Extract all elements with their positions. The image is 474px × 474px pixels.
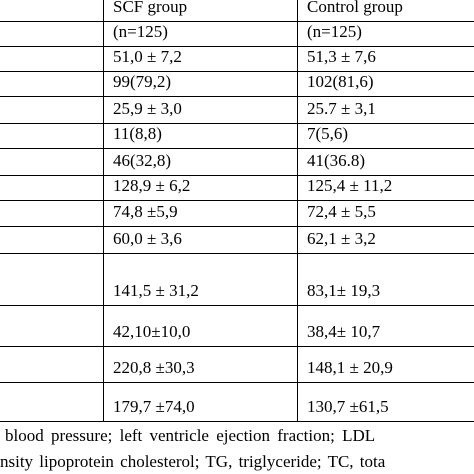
table-row: 42,10±10,0 38,4± 10,7: [0, 306, 474, 347]
cell: 141,5 ± 31,2: [104, 254, 298, 305]
cell: [0, 227, 104, 253]
cell: (n=125): [104, 22, 298, 46]
table-row: 11(8,8) 7(5,6): [0, 124, 474, 149]
cell-text: 130,7 ±61,5: [307, 397, 389, 416]
cell: 102(81,6): [298, 72, 474, 96]
cell: (n=125): [298, 22, 474, 46]
cell: 38,4± 10,7: [298, 306, 474, 346]
table-row: 25,9 ± 3,0 25.7 ± 3,1: [0, 97, 474, 124]
cell-text: 25,9 ± 3,0: [113, 99, 182, 118]
table-row: 220,8 ±30,3 148,1 ± 20,9: [0, 347, 474, 383]
table-row: (n=125) (n=125): [0, 22, 474, 47]
cell: 51,3 ± 7,6: [298, 47, 474, 71]
footnote: blood pressure; left ventricle ejection …: [5, 426, 376, 445]
cell: 72,4 ± 5,5: [298, 201, 474, 226]
cell: [0, 124, 104, 148]
cell-text: 72,4 ± 5,5: [307, 202, 376, 221]
cell-text: 102(81,6): [307, 72, 374, 91]
cell: 130,7 ±61,5: [298, 383, 474, 421]
cell: 60,0 ± 3,6: [104, 227, 298, 253]
cell-text: 38,4± 10,7: [307, 322, 381, 341]
cell: [0, 149, 104, 175]
cell: Control group: [298, 0, 474, 21]
cell-text: 179,7 ±74,0: [113, 397, 195, 416]
cell-text: 46(32,8): [113, 151, 172, 170]
header-row: SCF group Control group: [0, 0, 474, 22]
cell-text: 11(8,8): [113, 124, 162, 143]
cell-text: 141,5 ± 31,2: [113, 281, 199, 300]
cell: 41(36.8): [298, 149, 474, 175]
cell: [0, 0, 104, 21]
cell: 179,7 ±74,0: [104, 383, 298, 421]
cell: [0, 97, 104, 123]
table-row: 60,0 ± 3,6 62,1 ± 3,2: [0, 227, 474, 254]
cell: 25,9 ± 3,0: [104, 97, 298, 123]
cell-text: 148,1 ± 20,9: [307, 358, 393, 377]
cell: [0, 306, 104, 346]
cell-text: 60,0 ± 3,6: [113, 229, 182, 248]
cell: [0, 176, 104, 200]
cell: [0, 72, 104, 96]
cell-text: 83,1± 19,3: [307, 281, 381, 300]
table-row: 99(79,2) 102(81,6): [0, 72, 474, 97]
cell: 148,1 ± 20,9: [298, 347, 474, 382]
footnote: nsity lipoprotein cholesterol; TG, trigl…: [0, 452, 386, 471]
cell-text: 128,9 ± 6,2: [113, 176, 191, 195]
cell-text: SCF group: [113, 0, 188, 16]
table-row: 51,0 ± 7,2 51,3 ± 7,6: [0, 47, 474, 72]
cell: 83,1± 19,3: [298, 254, 474, 305]
cell: 128,9 ± 6,2: [104, 176, 298, 200]
cell-text: 51,0 ± 7,2: [113, 47, 182, 66]
cell: [0, 383, 104, 421]
cell-text: Control group: [307, 0, 403, 16]
table: SCF group Control group (n=125) (n=125) 51,0…: [0, 0, 474, 422]
cell-text: 62,1 ± 3,2: [307, 229, 376, 248]
cell-text: (n=125): [113, 22, 168, 41]
cell-text: 74,8 ±5,9: [113, 202, 178, 221]
cell: 62,1 ± 3,2: [298, 227, 474, 253]
cell: [0, 347, 104, 382]
cell: 46(32,8): [104, 149, 298, 175]
cell: 25.7 ± 3,1: [298, 97, 474, 123]
cell: SCF group: [104, 0, 298, 21]
cell: 74,8 ±5,9: [104, 201, 298, 226]
cell: 99(79,2): [104, 72, 298, 96]
cell-text: 41(36.8): [307, 151, 366, 170]
cell-text: 42,10±10,0: [113, 322, 191, 341]
cell-text: (n=125): [307, 22, 362, 41]
cell: 7(5,6): [298, 124, 474, 148]
table-row: 74,8 ±5,9 72,4 ± 5,5: [0, 201, 474, 227]
cell-text: 7(5,6): [307, 124, 349, 143]
cell: [0, 22, 104, 46]
cell: 125,4 ± 11,2: [298, 176, 474, 200]
cell: [0, 254, 104, 305]
cell-text: 51,3 ± 7,6: [307, 47, 376, 66]
cell-text: 220,8 ±30,3: [113, 358, 195, 377]
cell-text: 99(79,2): [113, 72, 172, 91]
cell: 42,10±10,0: [104, 306, 298, 346]
cell: 11(8,8): [104, 124, 298, 148]
cell-text: 25.7 ± 3,1: [307, 99, 376, 118]
cell-text: 125,4 ± 11,2: [307, 176, 393, 195]
table-row: 179,7 ±74,0 130,7 ±61,5: [0, 383, 474, 422]
cell: 220,8 ±30,3: [104, 347, 298, 382]
cell: [0, 47, 104, 71]
cell: 51,0 ± 7,2: [104, 47, 298, 71]
table-row: 128,9 ± 6,2 125,4 ± 11,2: [0, 176, 474, 201]
table-row: 46(32,8) 41(36.8): [0, 149, 474, 176]
cell: [0, 201, 104, 226]
table-row: 141,5 ± 31,2 83,1± 19,3: [0, 254, 474, 306]
